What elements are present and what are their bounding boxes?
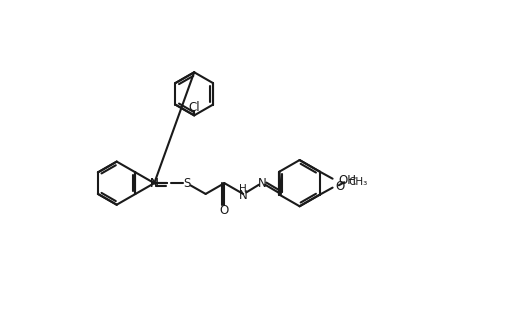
- Text: OH: OH: [338, 174, 356, 187]
- Text: N: N: [150, 177, 159, 190]
- Text: N: N: [239, 189, 248, 202]
- Text: O: O: [220, 204, 229, 217]
- Text: N: N: [150, 177, 159, 190]
- Text: S: S: [183, 177, 190, 190]
- Text: Cl: Cl: [188, 101, 200, 114]
- Text: O: O: [335, 180, 344, 193]
- Text: H: H: [239, 184, 247, 194]
- Text: N: N: [258, 177, 266, 190]
- Text: CH₃: CH₃: [349, 177, 368, 187]
